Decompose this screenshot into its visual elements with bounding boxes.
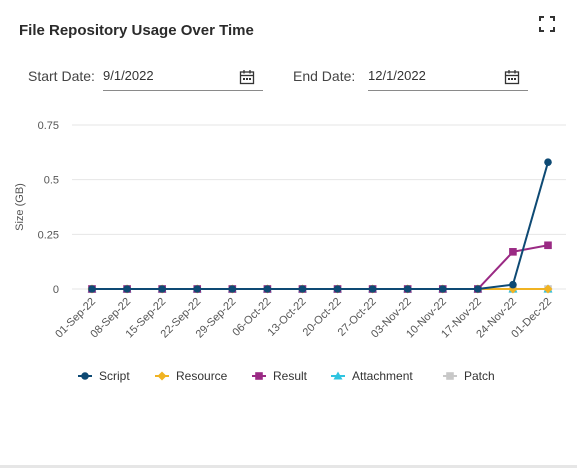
data-point-script bbox=[438, 285, 447, 293]
end-date-value: 12/1/2022 bbox=[368, 68, 426, 83]
legend-marker-script bbox=[81, 372, 89, 380]
data-point-script bbox=[368, 285, 377, 293]
data-point-script bbox=[403, 285, 412, 293]
legend-label-patch: Patch bbox=[464, 369, 495, 383]
data-point-script bbox=[474, 285, 482, 293]
data-point-script bbox=[228, 285, 237, 293]
y-tick-label: 0.25 bbox=[38, 229, 59, 241]
data-point-script bbox=[333, 285, 342, 293]
data-point-script bbox=[158, 285, 166, 293]
end-date-input[interactable]: 12/1/2022 bbox=[368, 66, 528, 91]
data-point-script bbox=[509, 280, 517, 289]
start-date-label: Start Date: bbox=[28, 68, 95, 84]
data-point-script bbox=[263, 285, 272, 293]
calendar-icon[interactable] bbox=[239, 69, 255, 85]
y-tick-label: 0.5 bbox=[44, 175, 59, 187]
legend-label-resource: Resource bbox=[176, 369, 228, 383]
y-tick-label: 0 bbox=[53, 284, 59, 296]
end-date-label: End Date: bbox=[293, 68, 356, 84]
start-date-value: 9/1/2022 bbox=[103, 68, 154, 83]
data-point-script bbox=[123, 285, 131, 293]
legend-label-attachment: Attachment bbox=[352, 369, 413, 383]
data-point-result bbox=[544, 241, 552, 250]
data-point-script bbox=[544, 158, 552, 166]
legend-label-result: Result bbox=[273, 369, 308, 383]
expand-icon[interactable] bbox=[539, 16, 555, 32]
legend-label-script: Script bbox=[99, 369, 130, 383]
legend-marker-attachment bbox=[333, 371, 343, 380]
card-bottom-border bbox=[0, 465, 577, 468]
data-point-result bbox=[509, 248, 517, 256]
card-title: File Repository Usage Over Time bbox=[19, 22, 254, 39]
legend-marker-patch bbox=[446, 372, 454, 380]
data-point-script bbox=[298, 285, 307, 293]
series-line-script bbox=[92, 161, 549, 290]
calendar-icon[interactable] bbox=[504, 69, 520, 85]
data-point-resource bbox=[543, 284, 553, 294]
start-date-input[interactable]: 9/1/2022 bbox=[103, 66, 263, 91]
legend-marker-result bbox=[255, 372, 263, 380]
y-tick-label: 0.75 bbox=[38, 120, 59, 132]
y-axis-label: Size (GB) bbox=[14, 183, 26, 231]
series-line-result bbox=[92, 244, 549, 290]
legend-marker-resource bbox=[157, 371, 167, 381]
data-point-script bbox=[88, 285, 96, 293]
data-point-script bbox=[193, 285, 202, 293]
